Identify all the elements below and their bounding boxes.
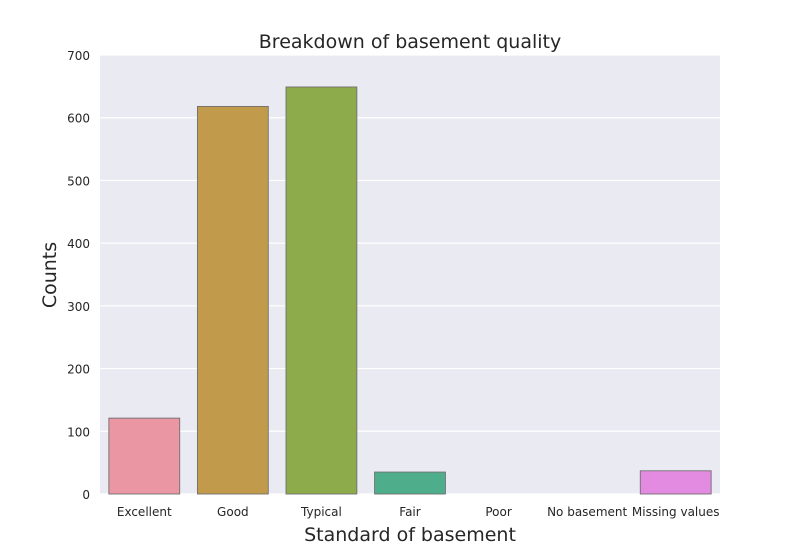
plot-background (100, 55, 720, 494)
x-tick-label: Poor (485, 505, 511, 519)
x-tick-label: Excellent (117, 505, 172, 519)
x-tick-label: Fair (399, 505, 420, 519)
y-axis-label: Counts (39, 242, 61, 308)
y-tick-label: 500 (67, 174, 90, 188)
x-axis-label: Standard of basement (304, 524, 516, 546)
x-tick-label: Good (217, 505, 249, 519)
bar-fair (374, 471, 446, 495)
bar-good (196, 105, 269, 495)
chart-title: Breakdown of basement quality (259, 31, 561, 53)
x-tick-label: Typical (300, 505, 342, 519)
bars (108, 86, 712, 495)
x-tick-label: Missing values (632, 505, 720, 519)
bar-excellent (108, 417, 181, 495)
y-tick-label: 100 (67, 425, 90, 439)
y-tick-label: 300 (67, 300, 90, 314)
y-tick-label: 200 (67, 363, 90, 377)
y-tick-label: 700 (67, 49, 90, 63)
x-tick-label: No basement (547, 505, 627, 519)
y-tick-labels: 0 100 200 300 400 500 600 700 (67, 49, 90, 502)
bar-missing-values (639, 470, 712, 495)
y-tick-label: 0 (82, 488, 90, 502)
y-tick-label: 600 (67, 112, 90, 126)
y-tick-label: 400 (67, 237, 90, 251)
x-tick-labels: Excellent Good Typical Fair Poor No basement M… (117, 505, 720, 519)
bar-typical (285, 86, 358, 495)
